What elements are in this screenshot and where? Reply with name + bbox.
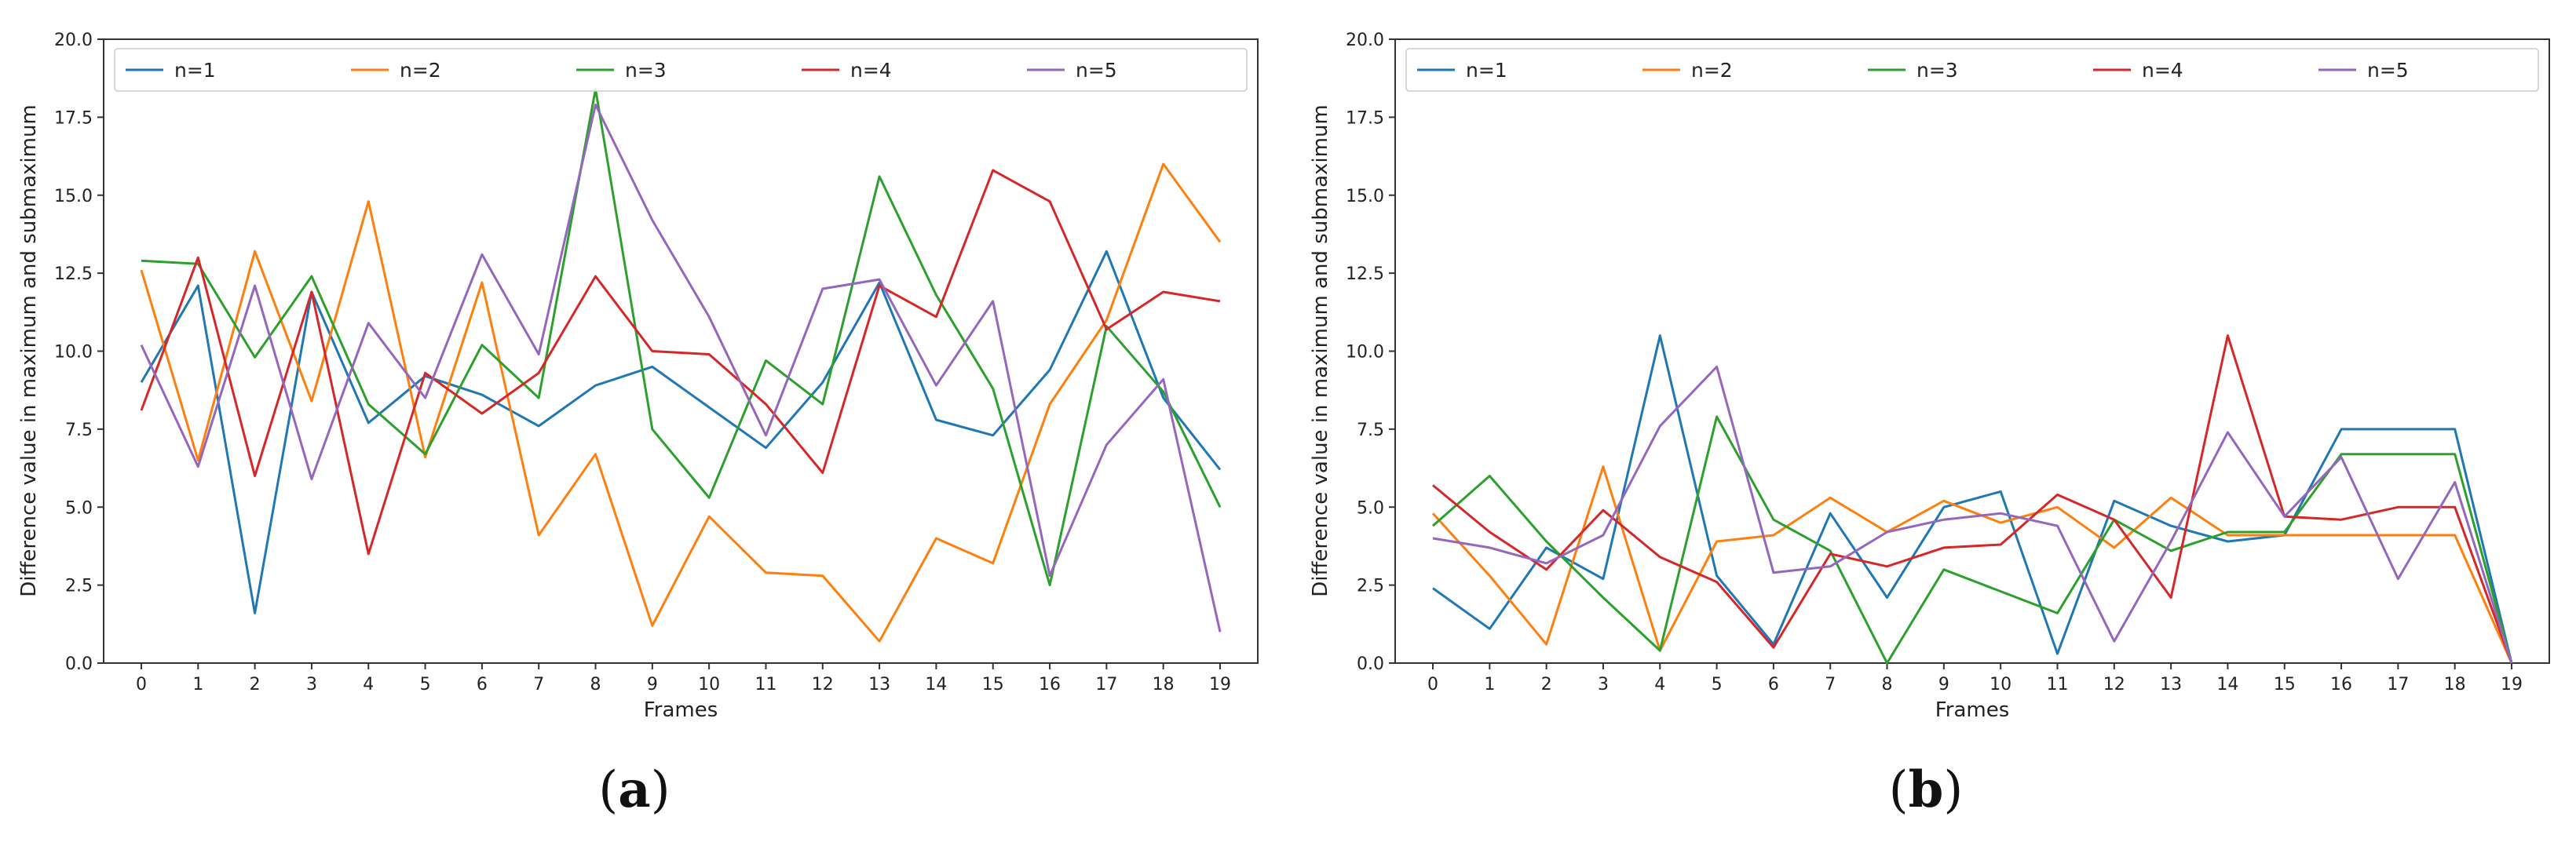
x-tick-label: 18	[1153, 675, 1175, 694]
legend-label: n=1	[1466, 59, 1507, 82]
x-tick-label: 2	[250, 675, 261, 694]
plot-frame	[1394, 38, 2550, 664]
y-tick-label: 5.0	[65, 498, 93, 518]
x-axis-label: Frames	[644, 698, 718, 722]
x-axis-label: Frames	[1935, 698, 2010, 722]
x-tick-label: 11	[2046, 675, 2068, 694]
x-tick-label: 3	[1598, 675, 1609, 694]
x-tick-label: 5	[1712, 675, 1723, 694]
y-tick-label: 0.0	[1357, 654, 1384, 674]
legend-label: n=3	[1916, 59, 1958, 82]
legend-label: n=2	[400, 59, 441, 82]
x-tick-label: 16	[1039, 675, 1061, 694]
y-tick-label: 7.5	[65, 421, 93, 440]
y-tick-label: 17.5	[1346, 108, 1384, 128]
x-tick-label: 8	[590, 675, 601, 694]
y-tick-label: 12.5	[1346, 264, 1384, 284]
x-tick-label: 3	[306, 675, 317, 694]
legend-label: n=4	[2142, 59, 2183, 82]
series-line-n-2	[140, 162, 1222, 643]
x-tick-label: 19	[1209, 675, 1231, 694]
y-tick-label: 20.0	[54, 31, 93, 50]
x-tick-label: 4	[1654, 675, 1665, 694]
panel-label-b: (b)	[1889, 760, 1964, 819]
series-line-n-5	[140, 104, 1222, 632]
x-tick-label: 0	[1427, 675, 1438, 694]
y-tick-label: 5.0	[1357, 498, 1384, 518]
x-tick-label: 16	[2330, 675, 2352, 694]
x-tick-label: 8	[1882, 675, 1893, 694]
x-tick-label: 1	[1484, 675, 1495, 694]
legend-label: n=3	[625, 59, 667, 82]
x-tick-label: 11	[755, 675, 776, 694]
x-tick-label: 10	[1990, 675, 2011, 694]
series-line-n-2	[1431, 465, 2513, 664]
legend-label: n=1	[174, 59, 216, 82]
x-tick-label: 17	[2387, 675, 2409, 694]
legend-label: n=4	[850, 59, 892, 82]
x-tick-label: 9	[1938, 675, 1949, 694]
y-axis-label: Difference value in maximum and submaxim…	[17, 104, 41, 597]
x-tick-label: 6	[1768, 675, 1779, 694]
x-tick-label: 9	[647, 675, 658, 694]
x-tick-label: 0	[136, 675, 147, 694]
legend: n=1 n=2 n=3 n=4 n=5	[1405, 48, 2539, 92]
x-tick-label: 14	[2216, 675, 2238, 694]
y-tick-label: 2.5	[65, 577, 93, 596]
series-line-n-4	[140, 169, 1221, 556]
y-tick-label: 17.5	[54, 108, 93, 128]
y-tick-label: 12.5	[54, 264, 93, 284]
panel-label-a: (a)	[598, 760, 670, 819]
series-line-n-5	[1432, 365, 2513, 664]
y-tick-label: 2.5	[1357, 577, 1384, 596]
y-tick-label: 0.0	[65, 654, 93, 674]
x-tick-label: 15	[982, 675, 1004, 694]
y-tick-label: 10.0	[54, 343, 93, 363]
y-tick-label: 10.0	[1346, 343, 1384, 363]
y-tick-label: 20.0	[1346, 31, 1384, 50]
series-line-n-1	[140, 250, 1222, 614]
legend-label: n=5	[1076, 59, 1117, 82]
x-tick-label: 14	[925, 675, 947, 694]
x-tick-label: 7	[1825, 675, 1836, 694]
x-tick-label: 19	[2501, 675, 2523, 694]
legend-label: n=5	[2367, 59, 2409, 82]
y-tick-label: 7.5	[1357, 421, 1384, 440]
x-tick-label: 7	[533, 675, 544, 694]
x-tick-label: 13	[2160, 675, 2182, 694]
legend-box	[114, 48, 1248, 92]
x-tick-label: 17	[1095, 675, 1117, 694]
y-tick-label: 15.0	[54, 187, 93, 206]
x-tick-label: 4	[363, 675, 374, 694]
legend: n=1 n=2 n=3 n=4 n=5	[114, 48, 1248, 92]
x-tick-label: 10	[698, 675, 720, 694]
legend-label: n=2	[1691, 59, 1733, 82]
x-tick-label: 5	[420, 675, 431, 694]
x-tick-label: 18	[2444, 675, 2466, 694]
x-tick-label: 1	[192, 675, 203, 694]
x-tick-label: 12	[2103, 675, 2125, 694]
x-tick-label: 15	[2274, 675, 2296, 694]
series-line-n-1	[1432, 334, 2513, 664]
x-tick-label: 13	[868, 675, 890, 694]
y-tick-label: 15.0	[1346, 187, 1384, 206]
series-line-n-3	[141, 88, 1222, 587]
x-tick-label: 6	[477, 675, 488, 694]
y-axis-label: Difference value in maximum and submaxim…	[1309, 104, 1332, 597]
legend-box	[1405, 48, 2539, 92]
x-tick-label: 12	[812, 675, 834, 694]
x-tick-label: 2	[1541, 675, 1552, 694]
